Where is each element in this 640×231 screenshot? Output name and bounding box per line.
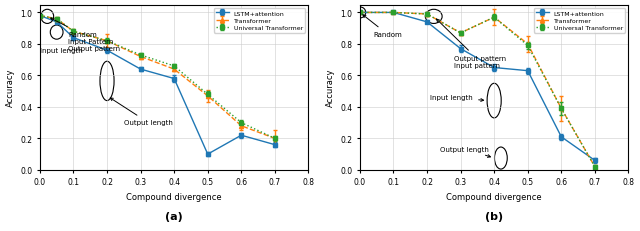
Text: Output pattern
Input pattern: Output pattern Input pattern bbox=[436, 20, 506, 69]
X-axis label: Compound divergence: Compound divergence bbox=[126, 192, 222, 201]
Text: (a): (a) bbox=[165, 212, 183, 222]
Text: Input length: Input length bbox=[430, 95, 484, 102]
Text: Random
Input Pattern
Output pattern: Random Input Pattern Output pattern bbox=[51, 19, 120, 51]
Text: Input length: Input length bbox=[40, 48, 83, 54]
Text: (b): (b) bbox=[485, 212, 503, 222]
Legend: LSTM+attention, Transformer, Universal Transformer: LSTM+attention, Transformer, Universal T… bbox=[534, 9, 625, 33]
Legend: LSTM+attention, Transformer, Universal Transformer: LSTM+attention, Transformer, Universal T… bbox=[214, 9, 305, 33]
Text: Output length: Output length bbox=[440, 146, 490, 158]
X-axis label: Compound divergence: Compound divergence bbox=[446, 192, 542, 201]
Text: Random: Random bbox=[363, 16, 402, 38]
Text: Output length: Output length bbox=[110, 99, 173, 126]
Y-axis label: Accuracy: Accuracy bbox=[6, 69, 15, 107]
Y-axis label: Accuracy: Accuracy bbox=[326, 69, 335, 107]
